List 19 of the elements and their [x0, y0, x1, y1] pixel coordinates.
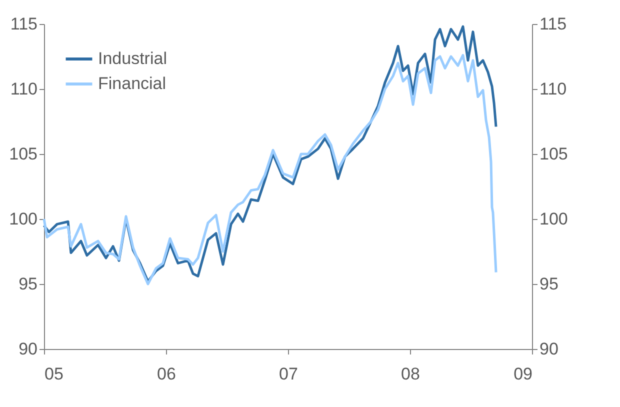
- y-tick-label: 105: [9, 144, 38, 164]
- x-tick-label: 05: [44, 364, 64, 384]
- legend-label: Financial: [98, 74, 166, 93]
- y2-tick-label: 90: [540, 340, 558, 358]
- y-tick-label: 110: [10, 80, 38, 98]
- legend-label: Industrial: [98, 49, 167, 68]
- y2-tick-label: 110: [540, 80, 567, 98]
- y2-tick-label: 100: [540, 210, 568, 228]
- x-tick-label: 06: [157, 364, 176, 384]
- x-tick-label: 07: [279, 364, 298, 384]
- y-tick-label: 115: [10, 14, 38, 34]
- y2-tick-label: 115: [540, 14, 567, 34]
- x-tick-label: 09: [514, 364, 532, 384]
- y-tick-label: 90: [18, 340, 38, 358]
- y-tick-label: 95: [18, 274, 38, 294]
- y-tick-label: 100: [9, 210, 38, 228]
- y2-tick-label: 95: [540, 274, 558, 294]
- x-tick-label: 08: [401, 364, 420, 384]
- y2-tick-label: 105: [540, 144, 568, 164]
